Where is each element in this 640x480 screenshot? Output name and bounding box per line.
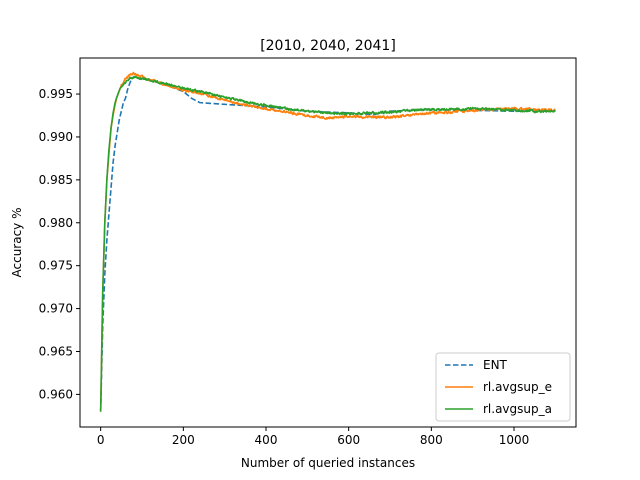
series-layer: [99, 71, 557, 412]
x-tick: 0: [97, 427, 105, 447]
y-tick: 0.990: [39, 130, 80, 144]
legend-entry: rl.avgsup_a: [445, 402, 552, 416]
y-tick-label: 0.990: [39, 130, 73, 144]
x-tick: 400: [255, 427, 278, 447]
x-tick-label: 800: [420, 433, 443, 447]
x-tick: 1000: [499, 427, 530, 447]
y-tick: 0.975: [39, 259, 80, 273]
y-axis-label: Accuracy %: [10, 207, 24, 277]
y-tick: 0.985: [39, 173, 80, 187]
x-tick: 200: [172, 427, 195, 447]
legend-label: rl.avgsup_a: [483, 402, 552, 416]
chart-title: [2010, 2040, 2041]: [260, 38, 396, 54]
y-tick-label: 0.975: [39, 259, 73, 273]
y-tick-label: 0.970: [39, 302, 73, 316]
y-tick: 0.970: [39, 302, 80, 316]
legend-entry: rl.avgsup_e: [445, 380, 552, 394]
legend: ENT rl.avgsup_e rl.avgsup_a: [435, 352, 571, 422]
x-tick-label: 400: [255, 433, 278, 447]
x-tick-label: 1000: [499, 433, 530, 447]
plot-area-frame: [79, 57, 577, 428]
x-axis: 0 200 400 600 800 1000: [97, 427, 529, 447]
legend-entry: ENT: [445, 358, 508, 372]
legend-box: [435, 352, 571, 422]
y-axis: 0.960 0.965 0.970 0.975 0.980 0.985 0.990 0.995: [39, 87, 80, 401]
series-line-rl-avgsup-a: [99, 75, 556, 412]
y-tick-label: 0.980: [39, 216, 73, 230]
x-tick-label: 200: [172, 433, 195, 447]
y-tick: 0.980: [39, 216, 80, 230]
x-tick: 800: [420, 427, 443, 447]
legend-label: rl.avgsup_e: [483, 380, 552, 394]
y-tick: 0.960: [39, 387, 80, 401]
x-tick: 600: [337, 427, 360, 447]
x-axis-label: Number of queried instances: [241, 456, 415, 470]
y-tick-label: 0.960: [39, 387, 73, 401]
y-tick-label: 0.985: [39, 173, 73, 187]
y-tick-label: 0.965: [39, 344, 73, 358]
y-tick: 0.965: [39, 344, 80, 358]
x-tick-label: 600: [337, 433, 360, 447]
y-tick: 0.995: [39, 87, 80, 101]
legend-label: ENT: [483, 358, 508, 372]
y-tick-label: 0.995: [39, 87, 73, 101]
x-tick-label: 0: [97, 433, 105, 447]
